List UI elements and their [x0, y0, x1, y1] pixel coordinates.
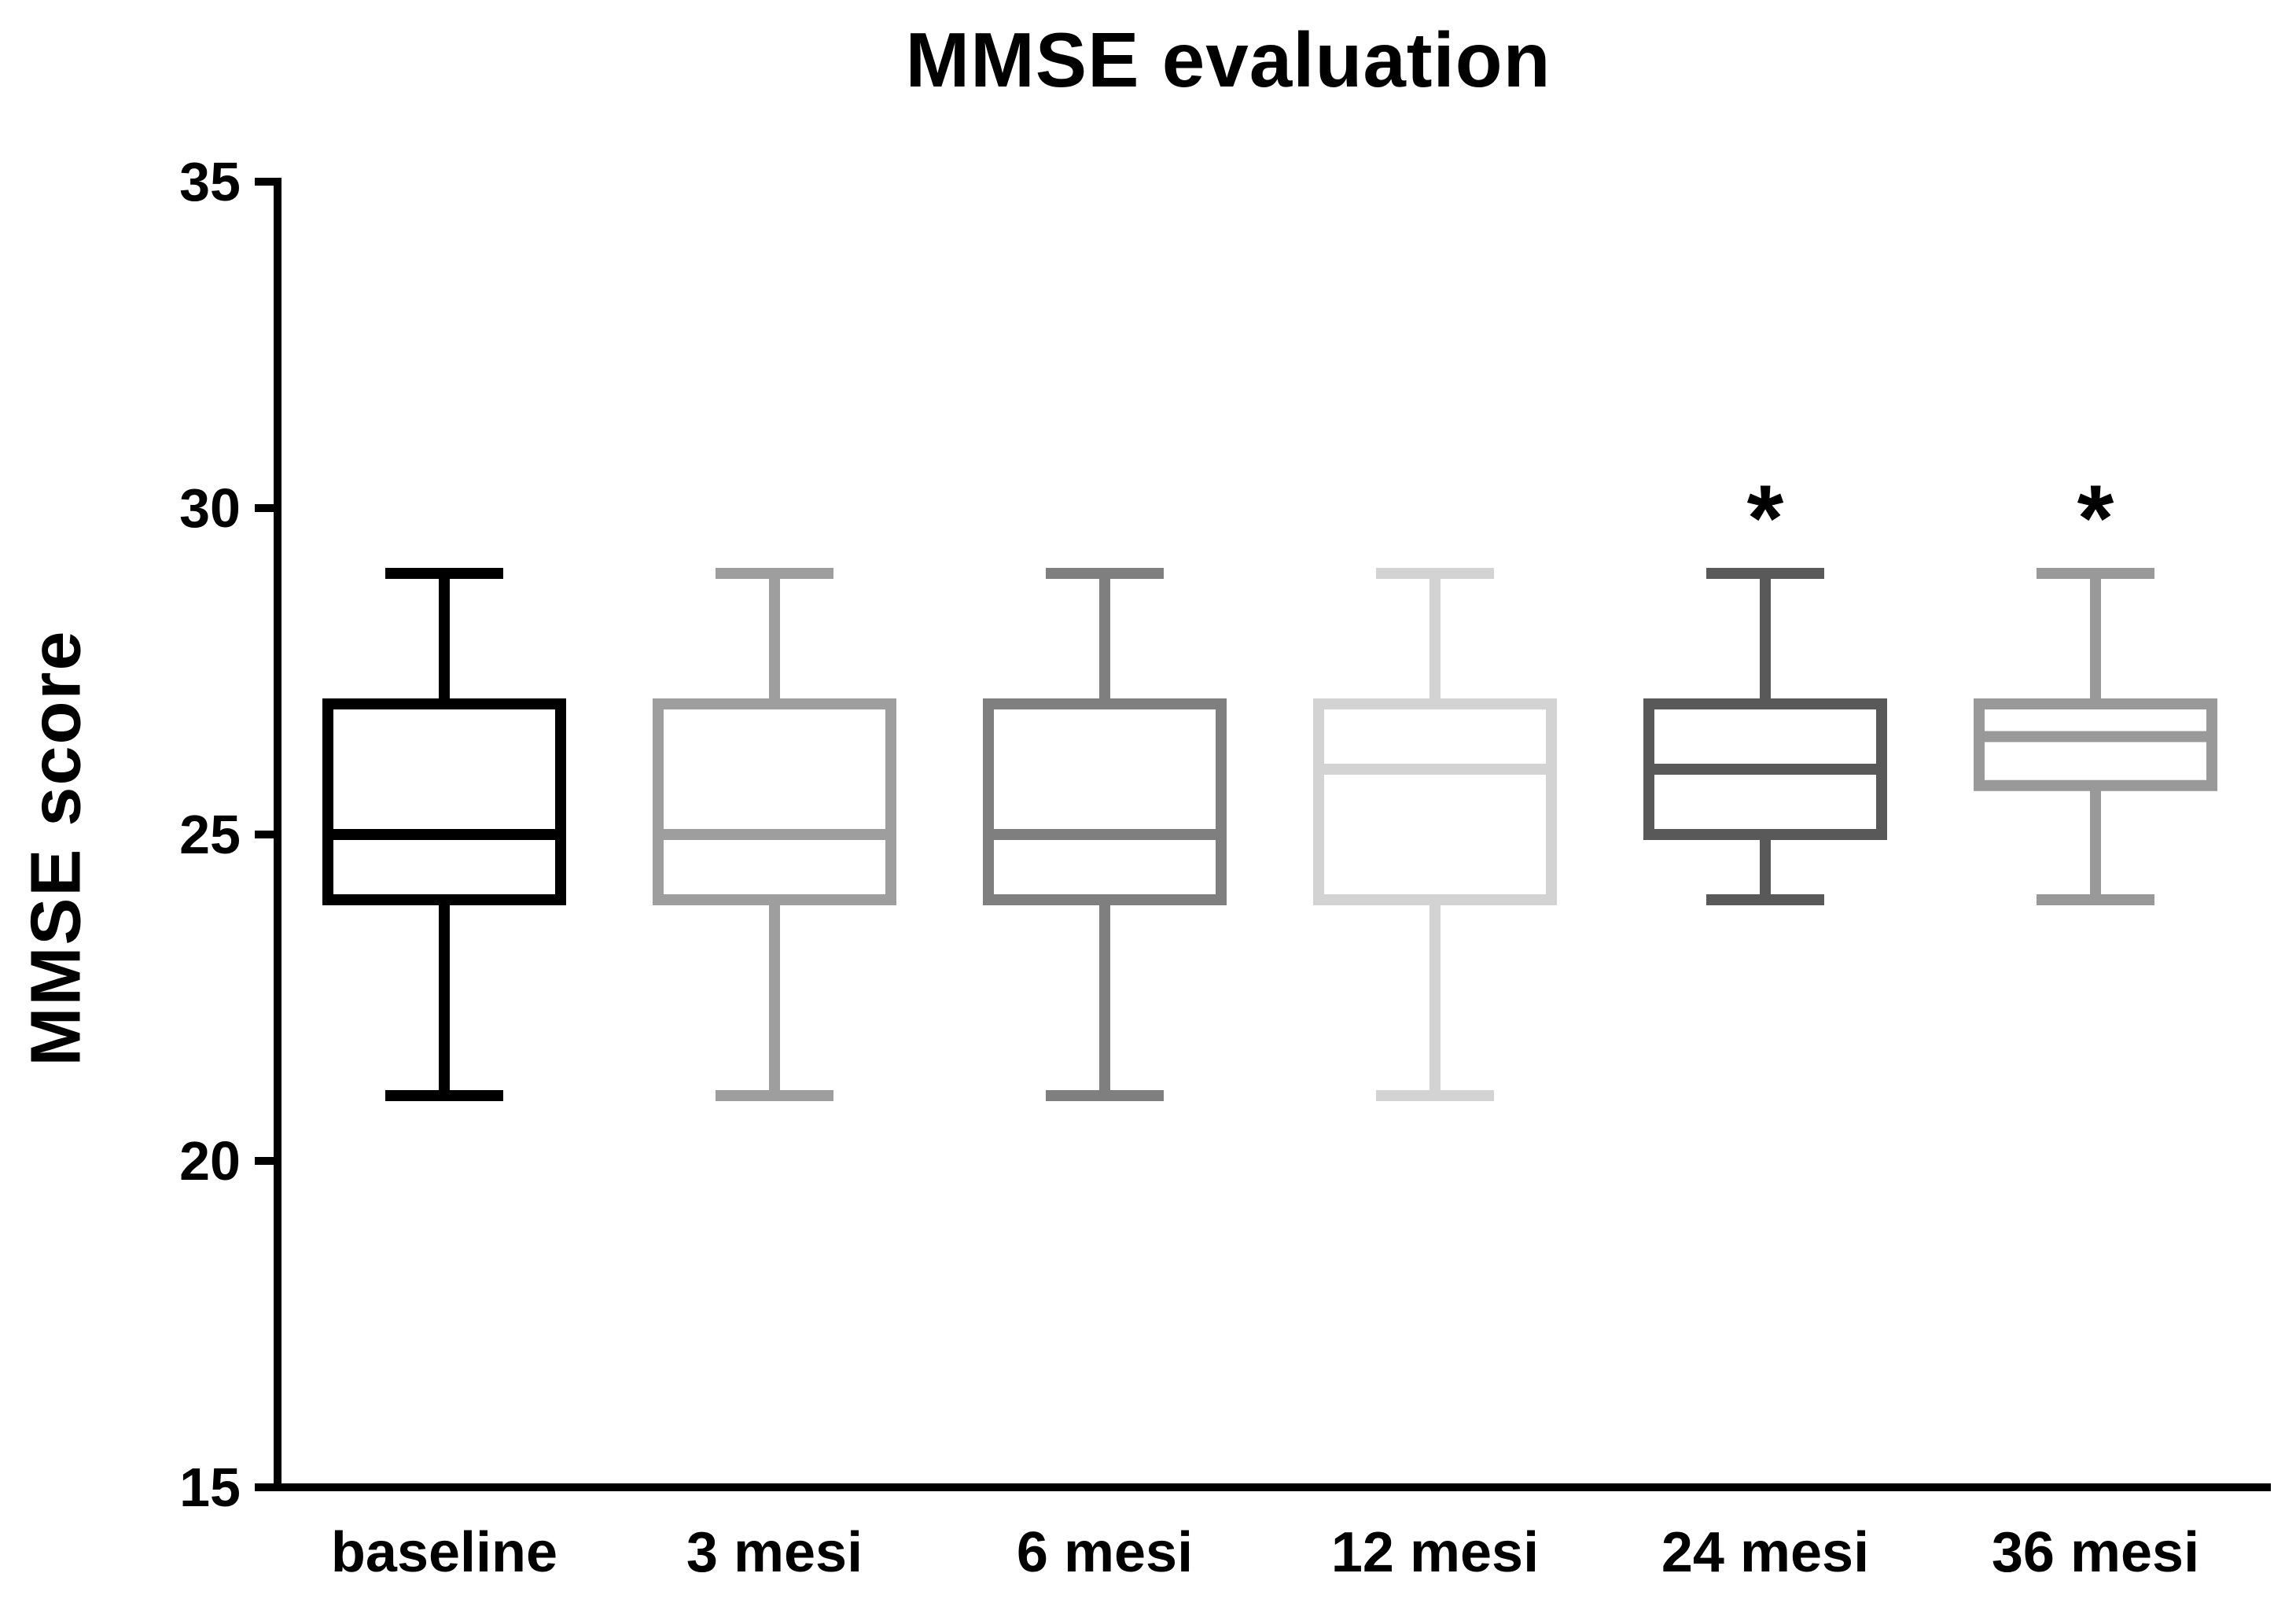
x-category-label: 3 mesi	[686, 1521, 863, 1584]
x-category-label: 6 mesi	[1017, 1521, 1193, 1584]
box-rect	[322, 698, 566, 905]
x-category-label: 36 mesi	[1992, 1521, 2199, 1584]
x-category-label: 24 mesi	[1661, 1521, 1869, 1584]
y-tick-label: 35	[179, 151, 241, 212]
y-tick-label: 25	[179, 804, 241, 865]
box-rect	[1313, 698, 1557, 905]
box-rect	[653, 698, 896, 905]
y-tick-label: 20	[179, 1130, 241, 1192]
y-tick-label: 30	[179, 477, 241, 539]
significance-asterisk: *	[2077, 466, 2114, 571]
x-category-label: 12 mesi	[1331, 1521, 1539, 1584]
box-rect	[1974, 698, 2217, 791]
significance-asterisk: *	[1747, 466, 1784, 571]
box-rect	[983, 698, 1227, 905]
chart-title: MMSE evaluation	[905, 17, 1551, 103]
y-tick-label: 15	[179, 1457, 241, 1518]
x-category-label: baseline	[331, 1521, 557, 1584]
